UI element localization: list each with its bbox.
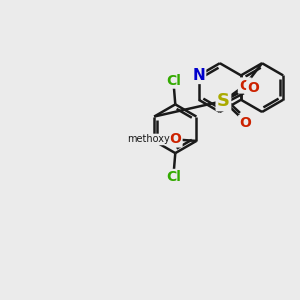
Text: methoxy: methoxy bbox=[127, 134, 169, 144]
Text: S: S bbox=[217, 92, 230, 110]
Text: Cl: Cl bbox=[167, 170, 181, 184]
Text: N: N bbox=[192, 68, 205, 83]
Text: Cl: Cl bbox=[167, 74, 181, 88]
Text: O: O bbox=[239, 79, 251, 92]
Text: O: O bbox=[247, 81, 259, 95]
Text: O: O bbox=[239, 116, 251, 130]
Text: O: O bbox=[170, 132, 182, 146]
